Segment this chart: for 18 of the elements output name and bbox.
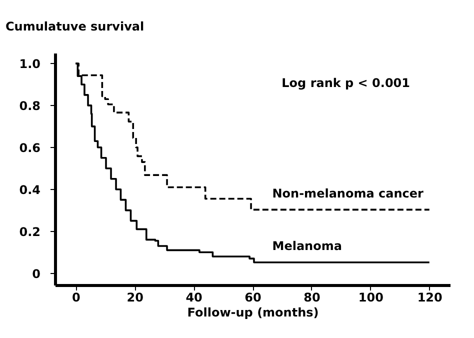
y-tick-label: 0 <box>32 266 40 281</box>
x-tick-label: 40 <box>186 290 202 304</box>
x-tick-label: 60 <box>244 290 262 304</box>
y-tick-label: 0.2 <box>19 224 40 239</box>
x-axis-title: Follow-up (months) <box>187 306 319 320</box>
x-tick-label: 100 <box>358 290 384 304</box>
y-axis-title: Cumulatuve survival <box>6 20 144 34</box>
series-label: Non-melanoma cancer <box>272 186 424 200</box>
x-tick-label: 0 <box>72 290 80 304</box>
x-tick-label: 20 <box>126 290 144 304</box>
x-tick-label: 80 <box>304 290 320 304</box>
y-tick-label: 1.0 <box>19 56 40 71</box>
y-tick-label: 0.8 <box>19 98 40 113</box>
y-tick-label: 0.4 <box>19 182 40 197</box>
series-label: Melanoma <box>272 239 342 254</box>
annotation: Log rank p < 0.001 <box>282 76 410 90</box>
x-tick-label: 120 <box>417 290 442 304</box>
y-tick-label: 0.6 <box>19 140 40 155</box>
